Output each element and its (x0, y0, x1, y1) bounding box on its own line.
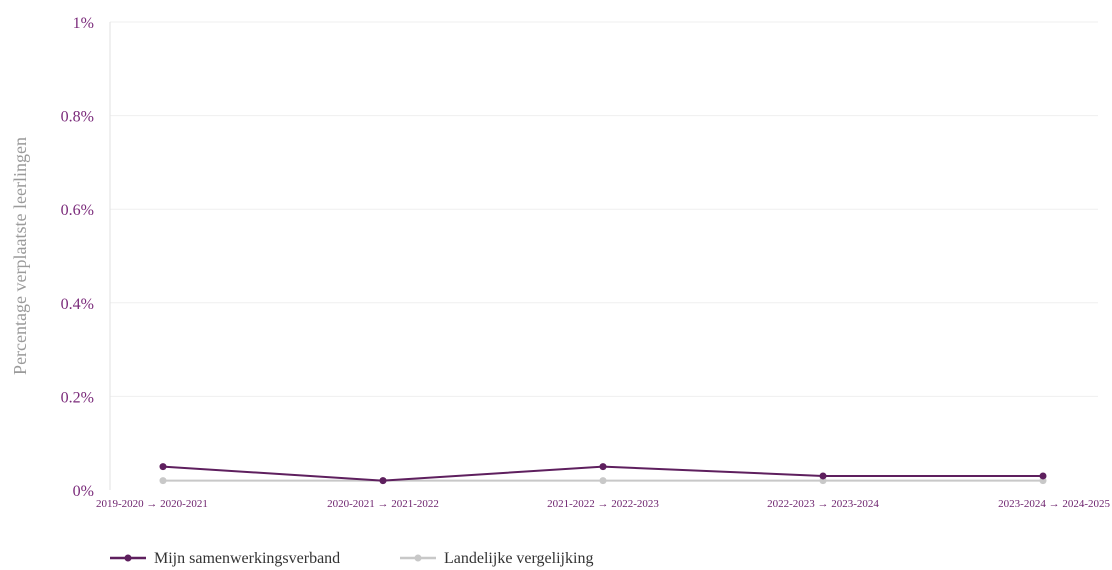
y-tick-label: 1% (73, 15, 94, 32)
legend-item[interactable]: Mijn samenwerkingsverband (110, 550, 340, 567)
legend-label: Landelijke vergelijking (444, 550, 593, 567)
y-tick-label: 0.6% (61, 202, 94, 219)
data-point (159, 463, 167, 471)
legend-item[interactable]: Landelijke vergelijking (400, 550, 593, 567)
legend-swatch-marker (414, 554, 422, 562)
x-tick-label: 2022-2023 → 2023-2024 (767, 498, 879, 510)
gridlines (110, 21, 1098, 397)
y-tick-label: 0.4% (61, 296, 94, 313)
y-tick-label: 0% (73, 483, 94, 500)
series-lines (159, 463, 1047, 485)
legend-swatch-marker (124, 554, 132, 562)
data-point (599, 463, 607, 471)
x-tick-label: 2020-2021 → 2021-2022 (327, 498, 439, 510)
x-tick-label: 2019-2020 → 2020-2021 (96, 498, 208, 510)
y-axis-title: Percentage verplaatste leerlingen (10, 137, 30, 375)
y-axis-ticks: 0% 0.2% 0.4% 0.6% 0.8% 1% (61, 15, 94, 500)
data-point (379, 477, 387, 485)
data-point (819, 472, 827, 480)
data-point (599, 477, 607, 485)
legend-label: Mijn samenwerkingsverband (154, 550, 340, 567)
x-tick-label: 2021-2022 → 2022-2023 (547, 498, 659, 510)
x-tick-label: 2023-2024 → 2024-2025 (998, 498, 1110, 510)
y-tick-label: 0.8% (61, 109, 94, 126)
x-axis-ticks: 2019-2020 → 2020-2021 2020-2021 → 2021-20… (96, 498, 1110, 510)
y-tick-label: 0.2% (61, 389, 94, 406)
data-point (1039, 472, 1047, 480)
legend[interactable]: Mijn samenwerkingsverband Landelijke verg… (110, 550, 593, 567)
data-point (159, 477, 167, 485)
